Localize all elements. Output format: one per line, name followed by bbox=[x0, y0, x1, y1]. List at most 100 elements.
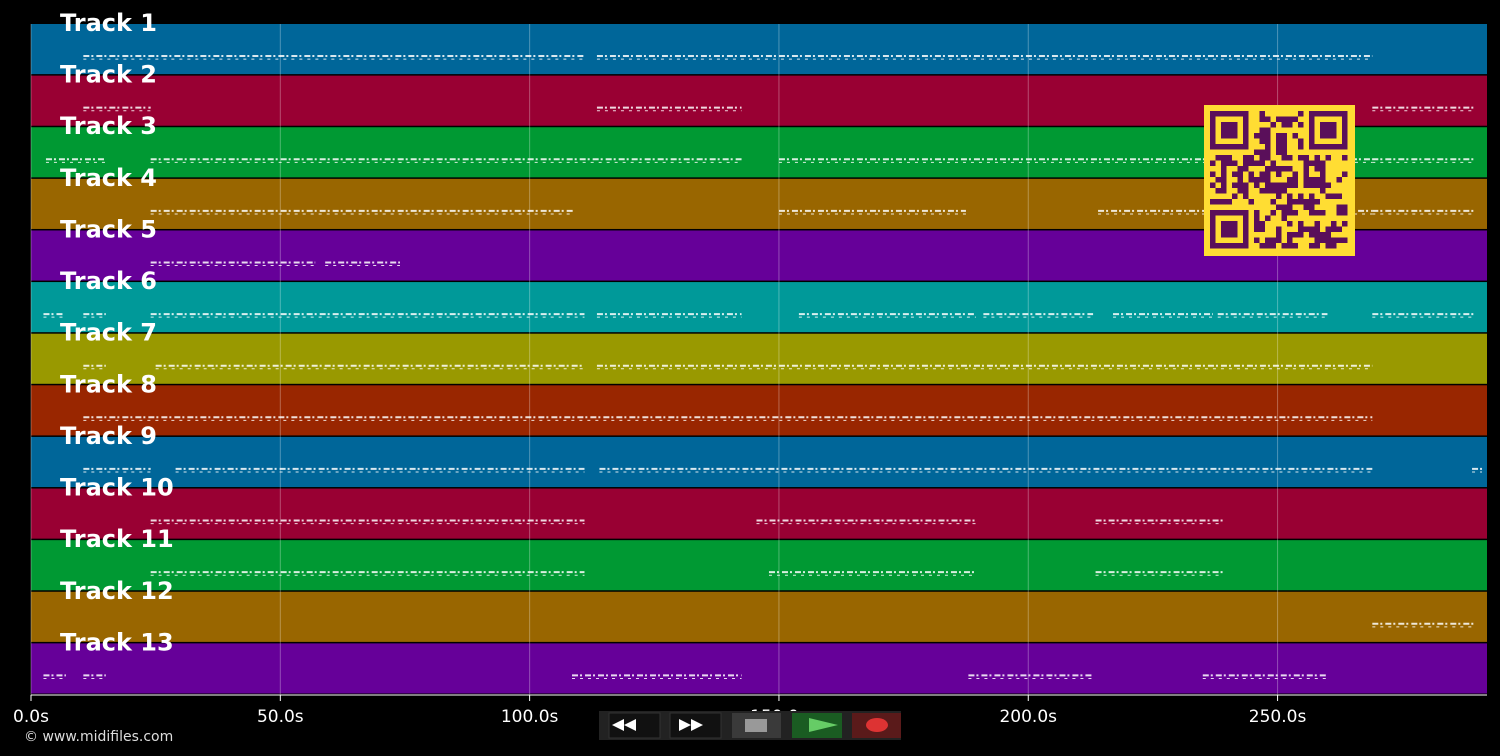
track-band bbox=[31, 540, 1487, 591]
grid bbox=[30, 24, 1279, 695]
note-span bbox=[150, 261, 316, 267]
track-label: Track 2 bbox=[60, 61, 157, 89]
qr-cell bbox=[1303, 226, 1309, 232]
note-span bbox=[83, 313, 106, 318]
note-span bbox=[572, 674, 742, 679]
qr-cell bbox=[1320, 160, 1326, 166]
qr-cell bbox=[1303, 166, 1309, 172]
qr-cell bbox=[1259, 226, 1265, 232]
qr-cell bbox=[1320, 182, 1326, 188]
forward-button[interactable] bbox=[669, 712, 722, 739]
track-label: Track 8 bbox=[60, 370, 157, 398]
qr-cell bbox=[1259, 177, 1265, 183]
qr-cell bbox=[1314, 226, 1320, 232]
qr-cell bbox=[1254, 177, 1260, 183]
qr-cell bbox=[1292, 182, 1298, 188]
qr-cell bbox=[1237, 166, 1243, 172]
qr-cell bbox=[1259, 243, 1265, 249]
qr-cell bbox=[1215, 155, 1221, 161]
qr-cell bbox=[1210, 160, 1216, 166]
play-button[interactable] bbox=[792, 713, 842, 738]
qr-cell bbox=[1303, 182, 1309, 188]
qr-cell bbox=[1281, 133, 1287, 139]
qr-cell bbox=[1254, 215, 1260, 221]
record-button[interactable] bbox=[852, 713, 901, 738]
qr-cell bbox=[1292, 133, 1298, 139]
qr-cell bbox=[1303, 204, 1309, 210]
track-band bbox=[31, 643, 1487, 694]
qr-cell bbox=[1287, 221, 1293, 227]
qr-cell bbox=[1314, 210, 1320, 216]
qr-cell bbox=[1320, 171, 1326, 177]
qr-cell bbox=[1248, 199, 1254, 205]
qr-cell bbox=[1309, 204, 1315, 210]
track-label: Track 7 bbox=[60, 319, 157, 347]
qr-cell bbox=[1276, 226, 1282, 232]
qr-cell bbox=[1325, 182, 1331, 188]
note-span bbox=[983, 313, 1094, 318]
qr-cell bbox=[1281, 155, 1287, 161]
qr-cell bbox=[1226, 160, 1232, 166]
qr-cell bbox=[1276, 149, 1282, 155]
rewind-button[interactable] bbox=[608, 712, 661, 739]
qr-cell bbox=[1254, 133, 1260, 139]
qr-cell bbox=[1298, 111, 1304, 117]
qr-cell bbox=[1342, 210, 1348, 216]
note-span bbox=[768, 571, 976, 576]
qr-cell bbox=[1243, 166, 1249, 172]
qr-cell bbox=[1281, 166, 1287, 172]
qr-cell bbox=[1248, 155, 1254, 161]
qr-cell bbox=[1292, 171, 1298, 177]
qr-cell bbox=[1292, 243, 1298, 249]
x-tick-label: 50.0s bbox=[257, 707, 304, 727]
qr-cell bbox=[1314, 182, 1320, 188]
qr-cell bbox=[1320, 188, 1326, 194]
qr-cell bbox=[1298, 138, 1304, 144]
qr-cell bbox=[1259, 149, 1265, 155]
qr-cell bbox=[1292, 116, 1298, 122]
qr-cell bbox=[1270, 182, 1276, 188]
track-band bbox=[31, 333, 1487, 384]
qr-cell bbox=[1287, 122, 1293, 128]
qr-cell bbox=[1265, 215, 1271, 221]
qr-cell bbox=[1281, 204, 1287, 210]
qr-cell bbox=[1259, 155, 1265, 161]
qr-cell bbox=[1303, 177, 1309, 183]
qr-cell bbox=[1276, 232, 1282, 238]
qr-cell bbox=[1265, 237, 1271, 243]
qr-cell bbox=[1265, 171, 1271, 177]
qr-cell bbox=[1265, 116, 1271, 122]
track-labels: Track 1 Track 2 Track 3 Track 4 Track 5 Track… bbox=[60, 9, 174, 656]
qr-cell bbox=[1276, 133, 1282, 139]
qr-cell bbox=[1342, 171, 1348, 177]
qr-cell bbox=[1287, 199, 1293, 205]
track-label: Track 4 bbox=[60, 164, 157, 192]
stop-button[interactable] bbox=[732, 713, 781, 738]
track-label: Track 5 bbox=[60, 215, 157, 243]
note-span bbox=[175, 467, 585, 473]
qr-cell bbox=[1298, 226, 1304, 232]
track-label: Track 10 bbox=[60, 474, 174, 502]
qr-cell bbox=[1281, 210, 1287, 216]
note-span bbox=[778, 209, 966, 215]
qr-cell bbox=[1292, 232, 1298, 238]
stop-icon bbox=[745, 719, 767, 732]
track-band bbox=[31, 24, 1487, 75]
qr-cell bbox=[1221, 171, 1227, 177]
qr-cell bbox=[1270, 237, 1276, 243]
note-span bbox=[1372, 106, 1475, 112]
qr-cell bbox=[1314, 160, 1320, 166]
track-label: Track 3 bbox=[60, 112, 157, 140]
qr-cell bbox=[1336, 226, 1342, 232]
qr-cell bbox=[1314, 243, 1320, 249]
track-label: Track 6 bbox=[60, 267, 157, 295]
qr-cell bbox=[1221, 188, 1227, 194]
play-icon bbox=[809, 718, 838, 732]
note-span bbox=[1113, 313, 1213, 318]
qr-cell bbox=[1265, 138, 1271, 144]
qr-cell bbox=[1243, 193, 1249, 199]
qr-cell bbox=[1221, 199, 1227, 205]
qr-code bbox=[1204, 105, 1355, 256]
